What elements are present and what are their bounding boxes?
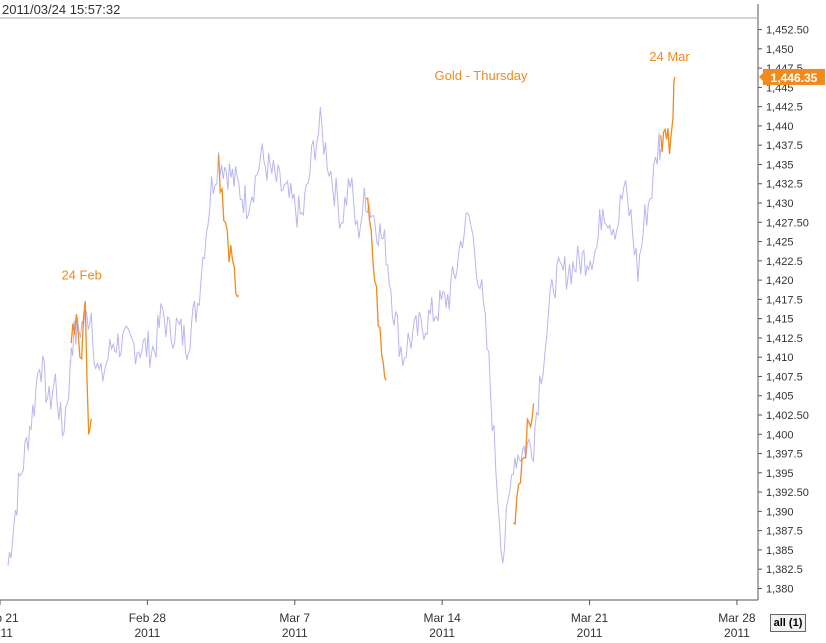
highlight-segment-line [660,76,676,154]
y-tick-label: 1,415 [766,314,794,326]
chart-title: Gold - Thursday [435,68,528,83]
y-tick-label: 1,392.50 [766,487,809,499]
y-tick-label: 1,420 [766,275,794,287]
y-tick-label: 1,395 [766,468,794,480]
x-tick-label: Mar 28 [718,611,756,625]
y-tick-label: 1,382.5 [766,564,803,576]
y-tick-label: 1,380 [766,583,794,595]
y-tick-label: 1,427.50 [766,217,809,229]
x-tick-year-label: 2011 [577,626,603,640]
y-tick-label: 1,410 [766,352,794,364]
highlight-segment-line [217,155,240,298]
highlight-segment-line [512,403,535,526]
x-tick-label: Feb 28 [129,611,167,625]
y-tick-label: 1,435 [766,159,794,171]
zoom-all-button[interactable]: all (1) [770,614,806,632]
y-tick-label: 1,417.5 [766,294,803,306]
y-tick-label: 1,405 [766,391,794,403]
y-tick-label: 1,402.50 [766,410,809,422]
history-series-line [7,106,662,566]
x-tick-year-label: 2011 [0,626,13,640]
y-tick-label: 1,442.5 [766,102,803,114]
last-price-label: 1,446.35 [771,71,818,85]
timestamp-label: 2011/03/24 15:57:32 [2,2,121,17]
y-tick-label: 1,422.5 [766,256,803,268]
highlight-series [70,76,676,526]
highlight-segment-line [70,301,92,435]
y-tick-label: 1,445 [766,82,794,94]
last-price-pointer [759,71,764,82]
axis-layer: 1,380 1,382.5 1,385 1,387.5 1,390 1,392.50 1,3… [0,4,809,640]
x-tick-label: Mar 14 [423,611,461,625]
y-tick-label: 1,452.50 [766,25,809,37]
x-tick-label: Mar 21 [571,611,609,625]
y-tick-label: 1,387.5 [766,526,803,538]
y-tick-label: 1,407.5 [766,371,803,383]
highlight-segment-line [365,197,387,381]
y-tick-label: 1,432.5 [766,179,803,191]
y-tick-label: 1,385 [766,545,794,557]
y-tick-label: 1,400 [766,429,794,441]
y-tick-label: 1,440 [766,121,794,133]
x-tick-label: Mar 7 [279,611,310,625]
segment-date-label: 24 Feb [61,268,101,283]
x-tick-year-label: 2011 [429,626,455,640]
y-tick-label: 1,425 [766,237,794,249]
y-tick-label: 1,437.5 [766,140,803,152]
x-tick-year-label: 2011 [724,626,750,640]
y-tick-label: 1,397.5 [766,449,803,461]
x-tick-year-label: 2011 [282,626,308,640]
y-tick-label: 1,430 [766,198,794,210]
y-tick-label: 1,412.5 [766,333,803,345]
last-price-badge [763,68,825,85]
y-tick-label: 1,390 [766,506,794,518]
y-tick-label: 1,450 [766,44,794,56]
x-tick-year-label: 2011 [134,626,160,640]
annotation-layer: 24 Feb 24 Mar Gold - Thursday 1,446.35 [61,49,825,283]
history-series [7,106,662,566]
x-tick-label: Feb 21 [0,611,19,625]
segment-date-label: 24 Mar [649,49,690,64]
